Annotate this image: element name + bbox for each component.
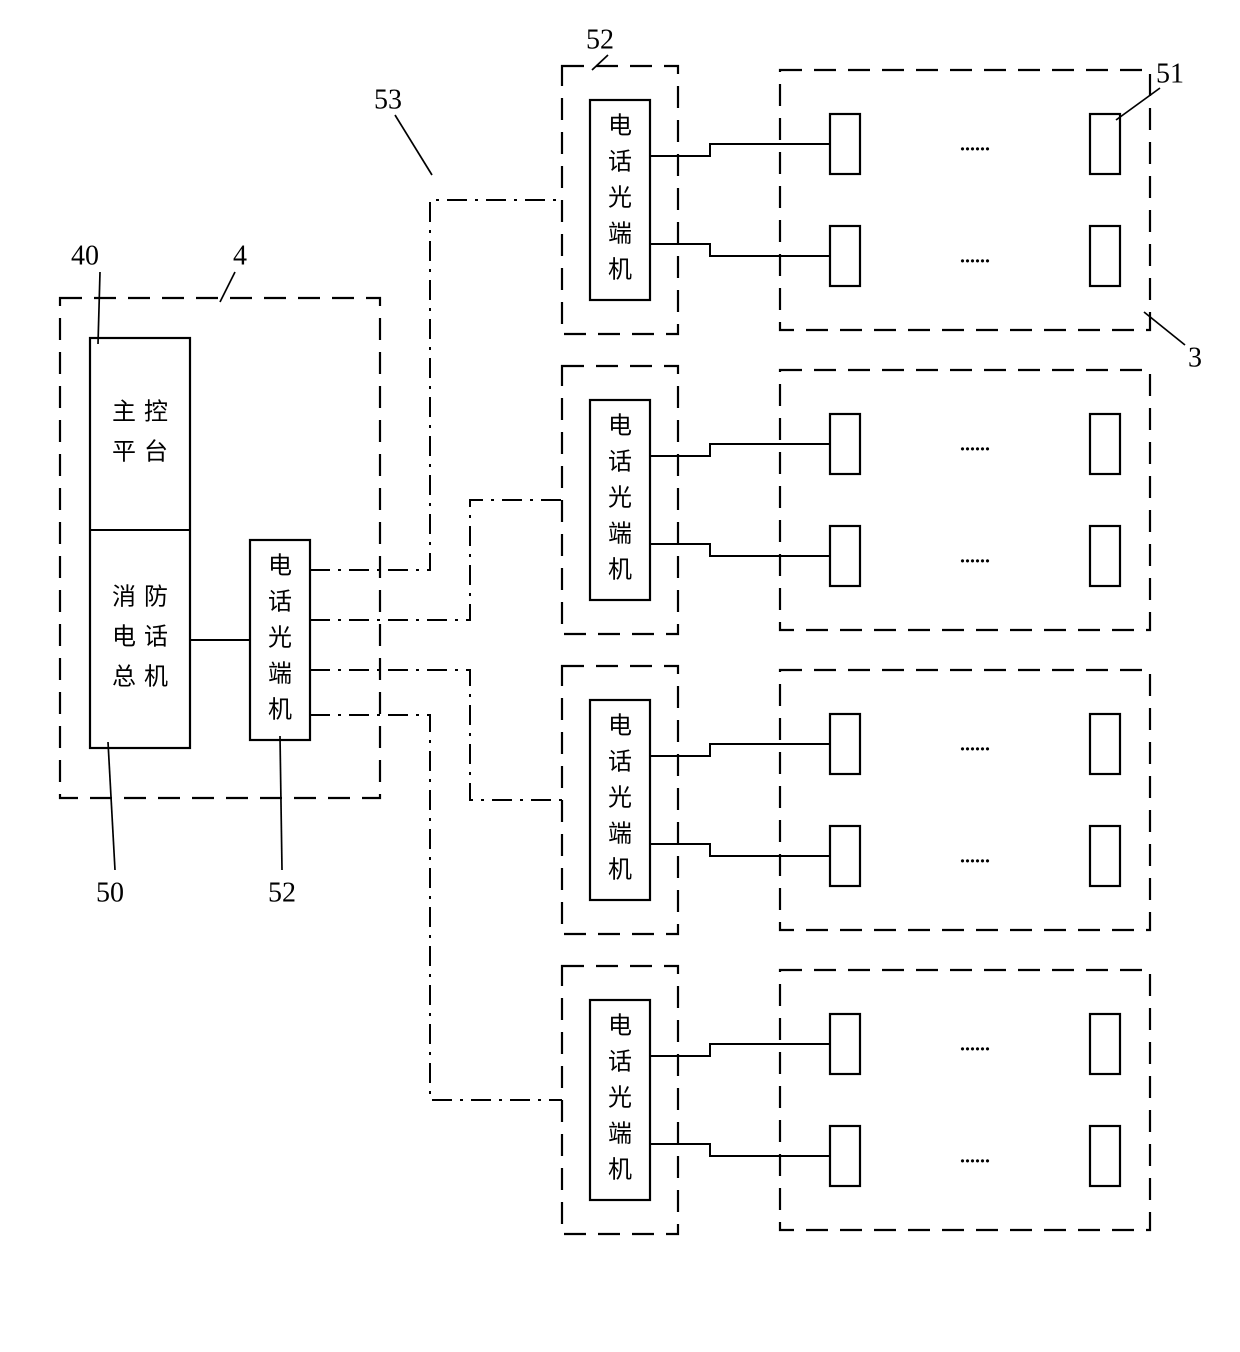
label-40: 40 [71,240,99,271]
svg-text:机: 机 [268,697,292,724]
terminal-group-3 [780,970,1150,1230]
main-platform-label: 主控平台 [112,399,168,466]
leader-53 [395,115,432,175]
svg-text:端: 端 [268,661,292,688]
label-53: 53 [374,84,402,115]
dots-3-0: ...... [960,1034,990,1056]
svg-text:话: 话 [268,589,292,616]
fire-phone-main-label: 消防电话总机 [112,584,168,691]
svg-text:端: 端 [608,1121,632,1148]
svg-text:电: 电 [608,1013,632,1040]
left-optical-label: 电话光端机 [268,553,292,724]
terminal-2-1-b [1090,826,1120,886]
svg-text:光: 光 [608,485,632,512]
svg-text:话: 话 [608,1049,632,1076]
svg-text:话: 话 [144,624,168,651]
leader-52b [592,55,608,70]
label-4: 4 [233,240,247,271]
svg-text:台: 台 [144,439,168,466]
dots-2-0: ...... [960,734,990,756]
svg-text:机: 机 [608,857,632,884]
leader-40 [98,272,100,344]
dots-1-1: ...... [960,546,990,568]
main-box [90,338,190,748]
svg-text:总: 总 [112,664,136,691]
svg-text:端: 端 [608,821,632,848]
svg-text:话: 话 [608,449,632,476]
svg-text:机: 机 [608,557,632,584]
svg-text:光: 光 [268,625,292,652]
opt-to-term-2-1 [650,844,830,856]
terminal-0-0-b [1090,114,1120,174]
terminal-group-2 [780,670,1150,930]
terminal-0-1-a [830,226,860,286]
svg-text:光: 光 [608,1085,632,1112]
label-50: 50 [96,877,124,908]
remote-opt-label-0: 电话光端机 [608,113,632,284]
terminal-3-1-a [830,1126,860,1186]
opt-to-term-0-1 [650,244,830,256]
label-52a: 52 [268,877,296,908]
leader-50 [108,742,115,870]
svg-text:话: 话 [608,749,632,776]
remote-opt-label-1: 电话光端机 [608,413,632,584]
dots-0-0: ...... [960,134,990,156]
label-51: 51 [1156,58,1184,89]
control-group-box [60,298,380,798]
fiber-1 [310,500,562,620]
system-diagram: 主控平台消防电话总机电话光端机电话光端机............电话光端机...… [0,0,1240,1352]
svg-text:话: 话 [608,149,632,176]
svg-text:光: 光 [608,185,632,212]
dots-3-1: ...... [960,1146,990,1168]
terminal-2-0-b [1090,714,1120,774]
terminal-3-0-a [830,1014,860,1074]
svg-text:端: 端 [608,521,632,548]
svg-text:防: 防 [144,584,168,611]
svg-text:电: 电 [608,113,632,140]
dots-1-0: ...... [960,434,990,456]
remote-opt-label-2: 电话光端机 [608,713,632,884]
terminal-0-1-b [1090,226,1120,286]
label-3: 3 [1188,342,1202,373]
svg-text:平: 平 [112,440,136,466]
label-52b: 52 [586,24,614,55]
svg-text:消: 消 [112,584,136,611]
terminal-1-0-a [830,414,860,474]
svg-text:控: 控 [144,399,168,426]
terminal-group-0 [780,70,1150,330]
svg-text:机: 机 [144,664,168,691]
svg-text:端: 端 [608,221,632,248]
terminal-0-0-a [830,114,860,174]
svg-text:电: 电 [268,553,292,580]
terminal-3-1-b [1090,1126,1120,1186]
terminal-1-1-b [1090,526,1120,586]
svg-text:主: 主 [112,399,136,426]
svg-text:机: 机 [608,1157,632,1184]
terminal-2-1-a [830,826,860,886]
fiber-3 [310,715,562,1100]
svg-text:电: 电 [608,413,632,440]
dots-0-1: ...... [960,246,990,268]
terminal-1-0-b [1090,414,1120,474]
svg-text:光: 光 [608,785,632,812]
dots-2-1: ...... [960,846,990,868]
opt-to-term-3-1 [650,1144,830,1156]
remote-opt-label-3: 电话光端机 [608,1013,632,1184]
leader-51 [1116,88,1160,120]
leader-52a [280,736,282,870]
terminal-1-1-a [830,526,860,586]
terminal-3-0-b [1090,1014,1120,1074]
svg-text:电: 电 [608,713,632,740]
terminal-group-1 [780,370,1150,630]
fiber-0 [310,200,562,570]
terminal-2-0-a [830,714,860,774]
opt-to-term-1-1 [650,544,830,556]
svg-text:电: 电 [112,624,136,651]
svg-text:机: 机 [608,257,632,284]
fiber-2 [310,670,562,800]
